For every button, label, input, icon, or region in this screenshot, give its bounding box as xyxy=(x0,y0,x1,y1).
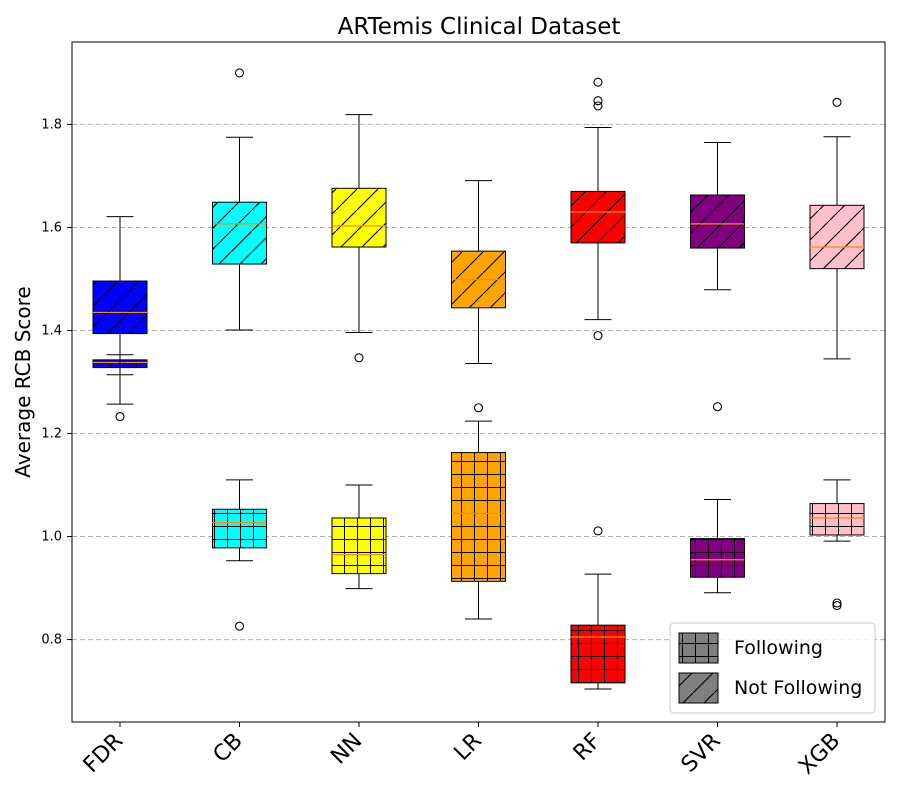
outlier-point xyxy=(473,403,484,413)
y-tick-label: 1.8 xyxy=(41,117,62,132)
outlier-point xyxy=(712,402,723,412)
box-cb-grid xyxy=(212,479,267,631)
outlier-point xyxy=(593,77,603,87)
legend-box xyxy=(669,622,876,714)
box-svr-grid xyxy=(690,402,745,594)
box-lr-diagonal xyxy=(451,180,506,364)
box-lr-grid xyxy=(451,403,506,620)
box-hatch xyxy=(809,204,865,270)
box-hatch xyxy=(690,194,745,249)
box-hatch xyxy=(809,503,865,536)
legend-swatch-diagonal xyxy=(678,672,719,704)
box-hatch xyxy=(212,508,267,549)
outlier-point xyxy=(832,601,842,611)
y-tick-label: 1.6 xyxy=(41,220,62,235)
x-tick-label: RF xyxy=(569,729,606,766)
outlier-point xyxy=(832,598,842,608)
plot-frame xyxy=(71,41,886,723)
box-hatch xyxy=(570,190,626,244)
box-rf-diagonal xyxy=(570,77,626,341)
x-tick-label: CB xyxy=(209,729,248,768)
legend: Following Not Following xyxy=(669,622,876,714)
legend-label: Following xyxy=(734,637,823,659)
y-axis-ticks: 0.8 1.0 1.2 1.4 1.6 1.8 xyxy=(41,117,72,648)
x-tick-label: SVR xyxy=(677,729,726,778)
outlier-point xyxy=(354,353,364,363)
x-axis-ticks: FDR CB NN LR RF SVR XGB xyxy=(79,722,845,780)
legend-label: Not Following xyxy=(734,677,862,699)
box-hatch xyxy=(570,624,626,684)
x-tick-label: NN xyxy=(326,729,367,770)
box-nn-diagonal xyxy=(331,114,387,363)
box-fdr-diagonal xyxy=(92,216,148,422)
outlier-point xyxy=(234,68,245,78)
box-hatch xyxy=(451,452,506,582)
box-xgb-grid xyxy=(809,479,865,611)
box-nn-grid xyxy=(331,484,387,590)
y-tick-label: 0.8 xyxy=(41,633,62,648)
box-hatch xyxy=(690,538,745,578)
y-tick-label: 1.0 xyxy=(41,530,62,545)
outlier-point xyxy=(593,96,603,106)
legend-swatch-grid xyxy=(678,632,719,664)
outlier-point xyxy=(593,526,603,536)
outlier-point xyxy=(832,97,842,107)
y-axis-label: Average RCB Score xyxy=(11,286,35,477)
box-cb-diagonal xyxy=(212,68,267,331)
outlier-point xyxy=(593,331,603,341)
box-hatch xyxy=(331,187,387,248)
outlier-point xyxy=(115,411,125,422)
box-hatch xyxy=(212,201,267,265)
chart-title: ARTemis Clinical Dataset xyxy=(338,14,621,40)
y-tick-label: 1.4 xyxy=(41,323,62,338)
outlier-point xyxy=(234,621,245,631)
x-tick-label: LR xyxy=(450,729,487,766)
box-xgb-diagonal xyxy=(809,97,865,360)
box-svr-diagonal xyxy=(690,141,745,291)
box-plots xyxy=(92,68,865,690)
x-tick-label: XGB xyxy=(794,729,845,780)
box-rf-grid xyxy=(570,526,626,690)
box-hatch xyxy=(92,280,148,335)
y-tick-label: 1.2 xyxy=(41,427,62,442)
box-hatch xyxy=(331,517,387,575)
x-tick-label: FDR xyxy=(79,729,128,778)
outlier-point xyxy=(593,101,603,111)
